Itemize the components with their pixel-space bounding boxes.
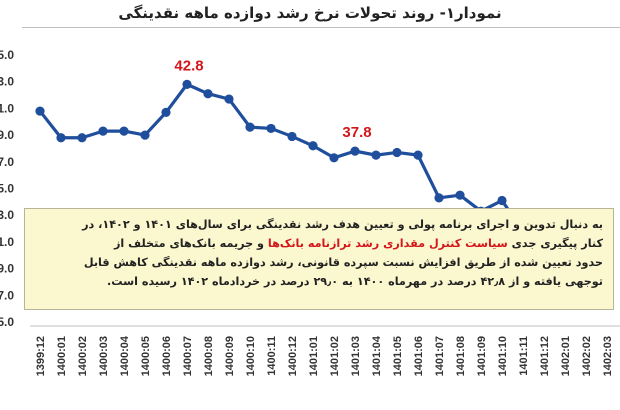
data-point [119,126,129,136]
y-tick-label: 29.0 [0,262,14,276]
data-point [329,153,339,163]
x-tick-label: 1401:01 [308,336,320,376]
note-line-1: به دنبال تدوین و اجرای برنامه پولی و تعی… [35,215,603,234]
y-tick-label: 33.0 [0,208,14,222]
note-text-1: به دنبال تدوین و اجرای برنامه پولی و تعی… [82,218,603,231]
x-tick-label: 1400:11 [266,336,278,376]
y-tick-label: 45.0 [0,48,14,62]
x-tick-label: 1400:08 [203,336,215,376]
x-tick-label: 1400:06 [161,336,173,376]
x-tick-label: 1402:03 [602,336,614,376]
x-tick-label: 1401:05 [392,336,404,376]
x-tick-label: 1400:05 [140,336,152,376]
x-tick-label: 1401:02 [329,336,341,376]
x-tick-labels: 1399:12 1400:01 1400:02 1400:03 1400:04 1400:… [35,335,614,376]
x-tick-label: 1400:10 [245,336,257,376]
data-point [98,126,108,136]
data-point [392,147,402,158]
note-text-2c: و جریمه بانک‌های متخلف از [113,237,268,250]
data-point [182,79,192,89]
x-tick-label: 1401:10 [497,336,509,376]
x-tick-label: 1400:04 [119,335,131,376]
y-tick-label: 43.0 [0,75,14,89]
data-point [224,94,234,104]
chart-title: نمودار۱- روند تحولات نرخ رشد دوازده ماهه… [118,4,502,22]
data-point [497,195,507,206]
annotation-box: به دنبال تدوین و اجرای برنامه پولی و تعی… [24,208,614,310]
note-line-4: توجهی یافته و از ۴۲٫۸ درصد در مهرماه ۱۴۰… [35,272,603,291]
data-point [413,150,423,160]
x-tick-label: 1400:09 [224,336,236,376]
data-point [56,133,66,143]
x-tick-label: 1400:01 [56,336,68,376]
data-point [203,89,213,99]
x-tick-label: 1401:03 [350,336,362,376]
x-tick-label: 1401:11 [518,336,530,376]
note-text-2a: کنار پیگیری جدی [507,237,603,250]
data-point [161,107,171,118]
data-point [350,146,360,156]
y-tick-label: 25.0 [0,315,14,329]
data-point [140,130,150,140]
x-tick-label: 1401:06 [413,336,425,376]
note-text-3: حدود تعیین شده از طریق افزایش نسبت سپرده… [83,256,603,269]
note-highlight: سیاست کنترل مقداری رشد ترازنامه بانک‌ها [267,237,508,250]
data-point [35,106,45,116]
y-tick-label: 41.0 [0,101,14,115]
title-divider [22,27,620,28]
data-point [266,123,276,134]
data-point [287,131,297,142]
data-point [434,193,444,203]
x-tick-label: 1400:03 [98,336,110,376]
y-tick-label: 31.0 [0,235,14,249]
note-line-2: کنار پیگیری جدی سیاست کنترل مقداری رشد ت… [35,234,603,253]
x-tick-label: 1400:12 [287,336,299,376]
x-tick-label: 1401:12 [539,336,551,376]
x-tick-label: 1401:08 [455,336,467,376]
x-tick-label: 1400:07 [182,336,194,376]
y-tick-label: 37.0 [0,155,14,169]
y-tick-labels: 25.0 27.0 29.0 31.0 33.0 35.0 37.0 39.0 41.0 43.0… [0,48,14,329]
data-point [77,133,87,143]
x-tick-label: 1401:09 [476,336,488,376]
x-tick-label: 1399:12 [35,336,47,376]
data-point [371,150,381,160]
y-tick-label: 39.0 [0,128,14,142]
note-line-3: حدود تعیین شده از طریق افزایش نسبت سپرده… [35,253,603,272]
note-text-4: توجهی یافته و از ۴۲٫۸ درصد در مهرماه ۱۴۰… [107,275,603,288]
data-point [308,141,318,151]
x-tick-label: 1402:01 [560,336,572,376]
x-tick-label: 1401:04 [371,335,383,376]
y-tick-label: 27.0 [0,288,14,302]
x-tick-label: 1401:07 [434,336,446,376]
data-label: 37.8 [342,124,371,141]
x-tick-label: 1402:02 [581,336,593,376]
data-point [245,122,255,132]
data-point [455,190,465,200]
data-label: 42.8 [174,57,203,74]
y-tick-label: 35.0 [0,182,14,196]
x-tick-label: 1400:02 [77,336,89,376]
